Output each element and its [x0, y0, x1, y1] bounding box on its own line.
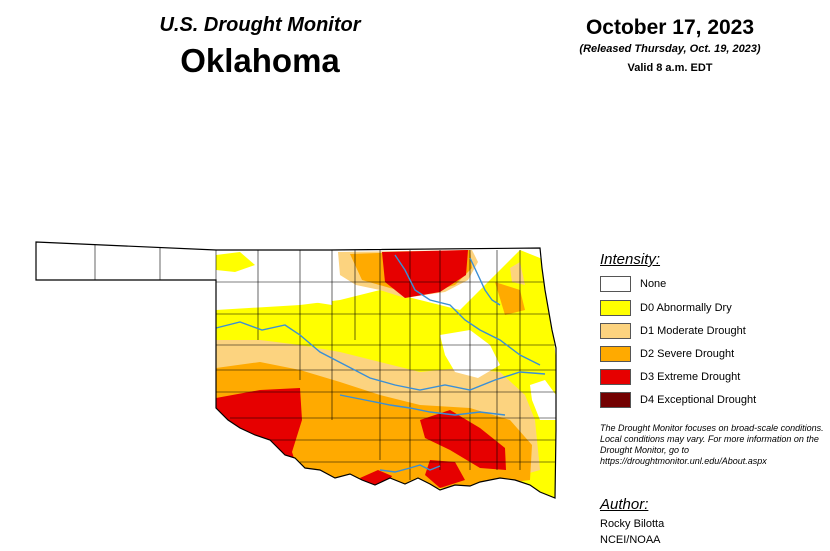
legend-label-d4: D4 Exceptional Drought	[640, 394, 757, 406]
legend-item-d0: D0 Abnormally Dry	[600, 299, 732, 317]
legend-title: Intensity:	[600, 251, 661, 268]
map-date: October 17, 2023	[585, 16, 755, 39]
legend-item-none: None	[600, 275, 666, 293]
legend-swatch-none	[600, 276, 631, 292]
county-lines	[94, 243, 556, 480]
legend-swatch-d2	[600, 346, 631, 362]
legend-item-d2: D2 Severe Drought	[600, 345, 734, 363]
legend-label-d0: D0 Abnormally Dry	[640, 302, 732, 314]
release-date: (Released Thursday, Oct. 19, 2023)	[579, 43, 761, 55]
legend-item-d1: D1 Moderate Drought	[600, 322, 746, 340]
valid-time: Valid 8 a.m. EDT	[627, 62, 713, 74]
legend-label-d3: D3 Extreme Drought	[640, 371, 741, 383]
drought-d3-north-area	[382, 250, 468, 298]
drought-d1-northeast-area	[510, 262, 525, 285]
rivers	[215, 254, 546, 473]
legend-swatch-d3	[600, 369, 631, 385]
drought-d0-northwest-area	[216, 252, 255, 272]
legend-swatch-d4	[600, 392, 631, 408]
legend-swatch-d0	[600, 300, 631, 316]
drought-d2-northeast-area	[495, 282, 525, 315]
legend-label-d1: D1 Moderate Drought	[640, 325, 746, 337]
map-title-state: Oklahoma	[180, 42, 340, 79]
drought-d3-southwest-area	[216, 388, 302, 470]
map-title-line1: U.S. Drought Monitor	[159, 14, 361, 36]
legend-label-d2: D2 Severe Drought	[640, 348, 735, 360]
legend-swatch-d1	[600, 323, 631, 339]
state-border	[35, 241, 557, 499]
drought-none-east-area	[530, 380, 556, 420]
legend-label-none: None	[640, 278, 667, 290]
author-organization: NCEI/NOAA	[600, 534, 661, 546]
author-name: Rocky Bilotta	[600, 518, 665, 530]
legend-item-d4: D4 Exceptional Drought	[600, 391, 756, 409]
disclaimer-note: The Drought Monitor focuses on broad-sca…	[600, 423, 824, 466]
drought-d3-red-river-area	[425, 460, 465, 488]
author-heading: Author:	[600, 496, 649, 513]
legend-item-d3: D3 Extreme Drought	[600, 368, 740, 386]
